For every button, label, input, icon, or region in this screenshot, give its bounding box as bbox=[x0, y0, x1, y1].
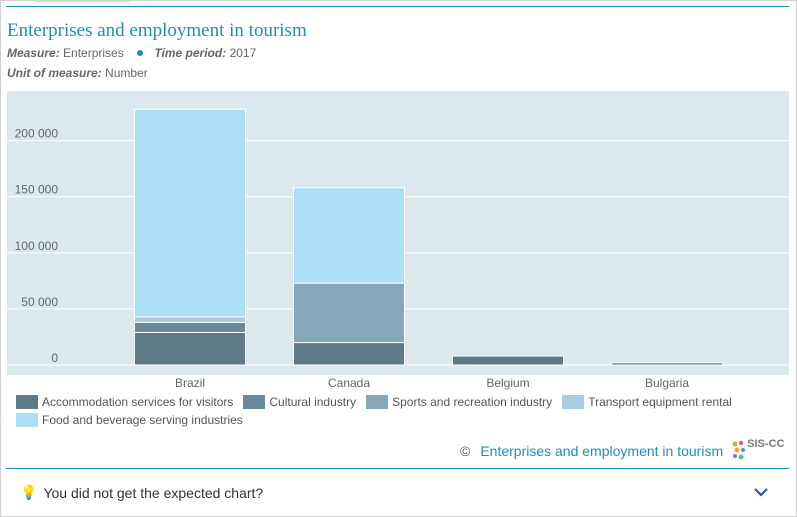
bar-segment[interactable] bbox=[134, 316, 246, 323]
bar-segment[interactable] bbox=[452, 355, 564, 366]
bar-segment[interactable] bbox=[134, 108, 246, 318]
legend-label: Accommodation services for visitors bbox=[42, 394, 234, 409]
y-tick-label: 200 000 bbox=[15, 127, 59, 141]
bar-chart: 0 50 000 100 000 150 000 200 000 bbox=[7, 108, 789, 366]
legend-label: Cultural industry bbox=[269, 394, 357, 409]
bar-segment[interactable] bbox=[134, 331, 246, 366]
legend-swatch bbox=[366, 394, 389, 409]
measure-label: Measure: bbox=[7, 46, 60, 60]
source-line: © Enterprises and employment in tourism … bbox=[460, 438, 787, 464]
bar-segment[interactable] bbox=[134, 321, 246, 333]
sis-cc-logo: SIS-CC bbox=[731, 438, 787, 464]
bar-segment[interactable] bbox=[293, 342, 405, 366]
legend-label: Food and beverage serving industries bbox=[42, 412, 243, 427]
feedback-text: You did not get the expected chart? bbox=[43, 484, 264, 501]
legend-item[interactable]: Transport equipment rental bbox=[562, 394, 732, 409]
legend-swatch bbox=[562, 394, 585, 409]
legend-item[interactable]: Accommodation services for visitors bbox=[16, 394, 233, 409]
x-tick-label: Canada bbox=[327, 376, 371, 390]
legend-label: Sports and recreation industry bbox=[392, 394, 553, 409]
unit-line: Unit of measure: Number bbox=[7, 66, 148, 80]
legend-swatch bbox=[16, 412, 38, 427]
legend-item[interactable]: Food and beverage serving industries bbox=[16, 412, 243, 427]
chart-legend: Accommodation services for visitors Cultu… bbox=[16, 394, 776, 427]
bar-segment[interactable] bbox=[293, 282, 405, 344]
measure-line: Measure: Enterprises Time period: 2017 bbox=[7, 46, 256, 60]
legend-swatch bbox=[16, 394, 38, 409]
source-link[interactable]: Enterprises and employment in tourism bbox=[480, 443, 724, 459]
measure-value: Enterprises bbox=[63, 46, 124, 60]
unit-value: Number bbox=[105, 66, 148, 80]
y-tick-label: 150 000 bbox=[15, 183, 59, 197]
legend-item[interactable]: Cultural industry bbox=[243, 394, 356, 409]
lightbulb-icon: 💡 bbox=[20, 484, 38, 500]
separator-dot-icon bbox=[137, 50, 144, 57]
unit-label: Unit of measure: bbox=[7, 66, 102, 80]
time-period-value: 2017 bbox=[229, 46, 257, 60]
chevron-down-icon[interactable] bbox=[752, 485, 770, 499]
feedback-toggle[interactable]: 💡 You did not get the expected chart? bbox=[20, 484, 263, 501]
y-tick-label: 0 bbox=[51, 351, 58, 365]
legend-label: Transport equipment rental bbox=[588, 394, 732, 409]
x-tick-label: Belgium bbox=[486, 376, 530, 390]
plot-area: 0 50 000 100 000 150 000 200 000 bbox=[7, 91, 789, 375]
top-tab-indicator bbox=[35, 0, 130, 2]
y-tick-label: 100 000 bbox=[15, 239, 59, 253]
y-tick-label: 50 000 bbox=[21, 295, 58, 309]
bar-segment[interactable] bbox=[611, 362, 723, 366]
sis-cc-logo-mark-icon bbox=[732, 441, 746, 460]
sis-cc-logo-text: SIS-CC bbox=[747, 438, 785, 450]
time-period-label: Time period: bbox=[154, 46, 227, 60]
bar-segment[interactable] bbox=[293, 187, 405, 284]
x-axis-labels: Brazil Canada Belgium Bulgaria bbox=[7, 376, 789, 392]
x-tick-label: Brazil bbox=[174, 376, 206, 390]
chart-title: Enterprises and employment in tourism bbox=[7, 20, 307, 41]
legend-item[interactable]: Sports and recreation industry bbox=[366, 394, 552, 409]
top-divider bbox=[6, 6, 789, 7]
legend-swatch bbox=[243, 394, 266, 409]
copyright-icon: © bbox=[460, 443, 471, 459]
x-tick-label: Bulgaria bbox=[644, 376, 690, 390]
bottom-divider bbox=[6, 468, 789, 469]
